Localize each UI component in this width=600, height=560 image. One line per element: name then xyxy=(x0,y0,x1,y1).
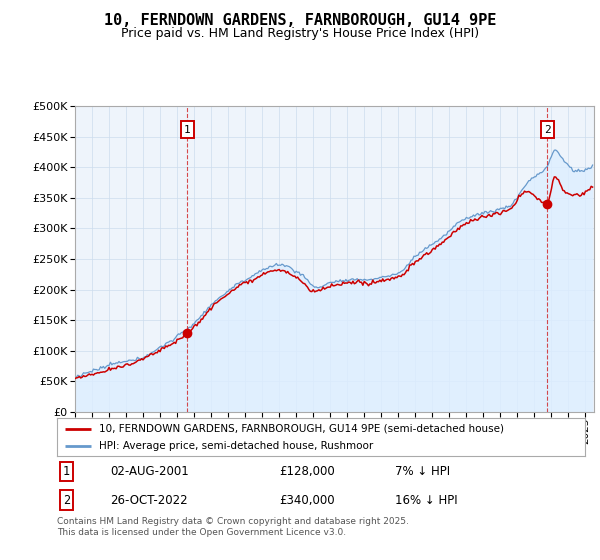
Text: Contains HM Land Registry data © Crown copyright and database right 2025.
This d: Contains HM Land Registry data © Crown c… xyxy=(57,517,409,537)
Text: 1: 1 xyxy=(184,124,190,134)
Text: 10, FERNDOWN GARDENS, FARNBOROUGH, GU14 9PE: 10, FERNDOWN GARDENS, FARNBOROUGH, GU14 … xyxy=(104,13,496,29)
Text: HPI: Average price, semi-detached house, Rushmoor: HPI: Average price, semi-detached house,… xyxy=(99,441,373,451)
Text: 7% ↓ HPI: 7% ↓ HPI xyxy=(395,465,450,478)
Text: 02-AUG-2001: 02-AUG-2001 xyxy=(110,465,188,478)
Text: £128,000: £128,000 xyxy=(279,465,335,478)
Text: 16% ↓ HPI: 16% ↓ HPI xyxy=(395,494,458,507)
Text: 2: 2 xyxy=(63,494,70,507)
Text: 26-OCT-2022: 26-OCT-2022 xyxy=(110,494,187,507)
Text: 1: 1 xyxy=(63,465,70,478)
Text: Price paid vs. HM Land Registry's House Price Index (HPI): Price paid vs. HM Land Registry's House … xyxy=(121,27,479,40)
Text: 10, FERNDOWN GARDENS, FARNBOROUGH, GU14 9PE (semi-detached house): 10, FERNDOWN GARDENS, FARNBOROUGH, GU14 … xyxy=(99,423,504,433)
Text: £340,000: £340,000 xyxy=(279,494,334,507)
Text: 2: 2 xyxy=(544,124,551,134)
